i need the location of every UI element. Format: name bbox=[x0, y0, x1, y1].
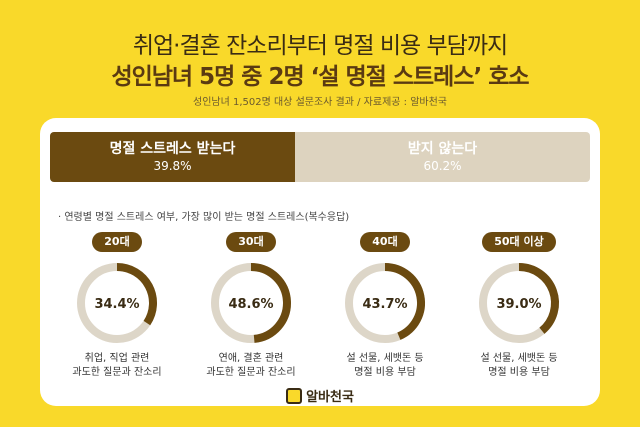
donut-arc bbox=[518, 263, 559, 334]
donut-chart: 34.4% bbox=[77, 263, 157, 343]
desc-line: 명절 비용 부담 bbox=[488, 367, 550, 378]
desc-line: 취업, 직업 관련 bbox=[84, 353, 150, 364]
age-badge: 40대 bbox=[360, 232, 410, 252]
age-desc: 취업, 직업 관련 과도한 질문과 잔소리 bbox=[52, 352, 182, 380]
stress-yes-value: 39.8% bbox=[153, 159, 192, 173]
brand-name: 알바천국 bbox=[306, 390, 354, 405]
title-line1: 취업·결혼 잔소리부터 명절 비용 부담까지 bbox=[132, 33, 508, 59]
donut-chart: 39.0% bbox=[479, 263, 559, 343]
donut-arc bbox=[384, 263, 425, 340]
age-badge: 20대 bbox=[92, 232, 142, 252]
donut-value: 48.6% bbox=[228, 297, 273, 312]
desc-line: 설 선물, 세뱃돈 등 bbox=[346, 353, 424, 364]
stress-no-segment: 받지 않는다 60.2% bbox=[295, 132, 590, 182]
content-card: 명절 스트레스 받는다 39.8% 받지 않는다 60.2% · 연령별 명절 … bbox=[40, 118, 600, 406]
desc-line: 과도한 질문과 잔소리 bbox=[206, 367, 296, 378]
stress-no-label: 받지 않는다 bbox=[407, 141, 478, 157]
donut-chart: 43.7% bbox=[345, 263, 425, 343]
stress-no-value: 60.2% bbox=[423, 159, 462, 173]
age-desc: 설 선물, 세뱃돈 등 명절 비용 부담 bbox=[320, 352, 450, 380]
brand-logo: 알바천국 bbox=[0, 386, 640, 405]
brand-mark-icon bbox=[286, 388, 303, 404]
age-badge: 30대 bbox=[226, 232, 276, 252]
donut-arc bbox=[250, 263, 291, 343]
stress-yes-label: 명절 스트레스 받는다 bbox=[109, 141, 236, 157]
age-desc: 설 선물, 세뱃돈 등 명절 비용 부담 bbox=[454, 352, 584, 380]
age-group-20s: 20대 34.4% 취업, 직업 관련 과도한 질문과 잔소리 bbox=[52, 230, 182, 380]
section-note: · 연령별 명절 스트레스 여부, 가장 많이 받는 명절 스트레스(복수응답) bbox=[58, 212, 350, 223]
age-badge: 50대 이상 bbox=[482, 232, 556, 252]
stress-split-bar: 명절 스트레스 받는다 39.8% 받지 않는다 60.2% bbox=[50, 132, 590, 182]
age-group-30s: 30대 48.6% 연애, 결혼 관련 과도한 질문과 잔소리 bbox=[186, 230, 316, 380]
source-text: 성인남녀 1,502명 대상 설문조사 결과 / 자료제공 : 알바천국 bbox=[193, 97, 447, 108]
donut-value: 43.7% bbox=[362, 297, 407, 312]
desc-line: 연애, 결혼 관련 bbox=[218, 353, 284, 364]
desc-line: 설 선물, 세뱃돈 등 bbox=[480, 353, 558, 364]
age-group-40s: 40대 43.7% 설 선물, 세뱃돈 등 명절 비용 부담 bbox=[320, 230, 450, 380]
age-group-50s: 50대 이상 39.0% 설 선물, 세뱃돈 등 명절 비용 부담 bbox=[454, 230, 584, 380]
donut-chart: 48.6% bbox=[211, 263, 291, 343]
donut-arc bbox=[116, 263, 157, 326]
donut-value: 39.0% bbox=[496, 297, 541, 312]
stress-yes-segment: 명절 스트레스 받는다 39.8% bbox=[50, 132, 295, 182]
donut-value: 34.4% bbox=[94, 297, 139, 312]
desc-line: 과도한 질문과 잔소리 bbox=[72, 367, 162, 378]
desc-line: 명절 비용 부담 bbox=[354, 367, 416, 378]
age-desc: 연애, 결혼 관련 과도한 질문과 잔소리 bbox=[186, 352, 316, 380]
title-line2: 성인남녀 5명 중 2명 ‘설 명절 스트레스’ 호소 bbox=[111, 64, 529, 90]
